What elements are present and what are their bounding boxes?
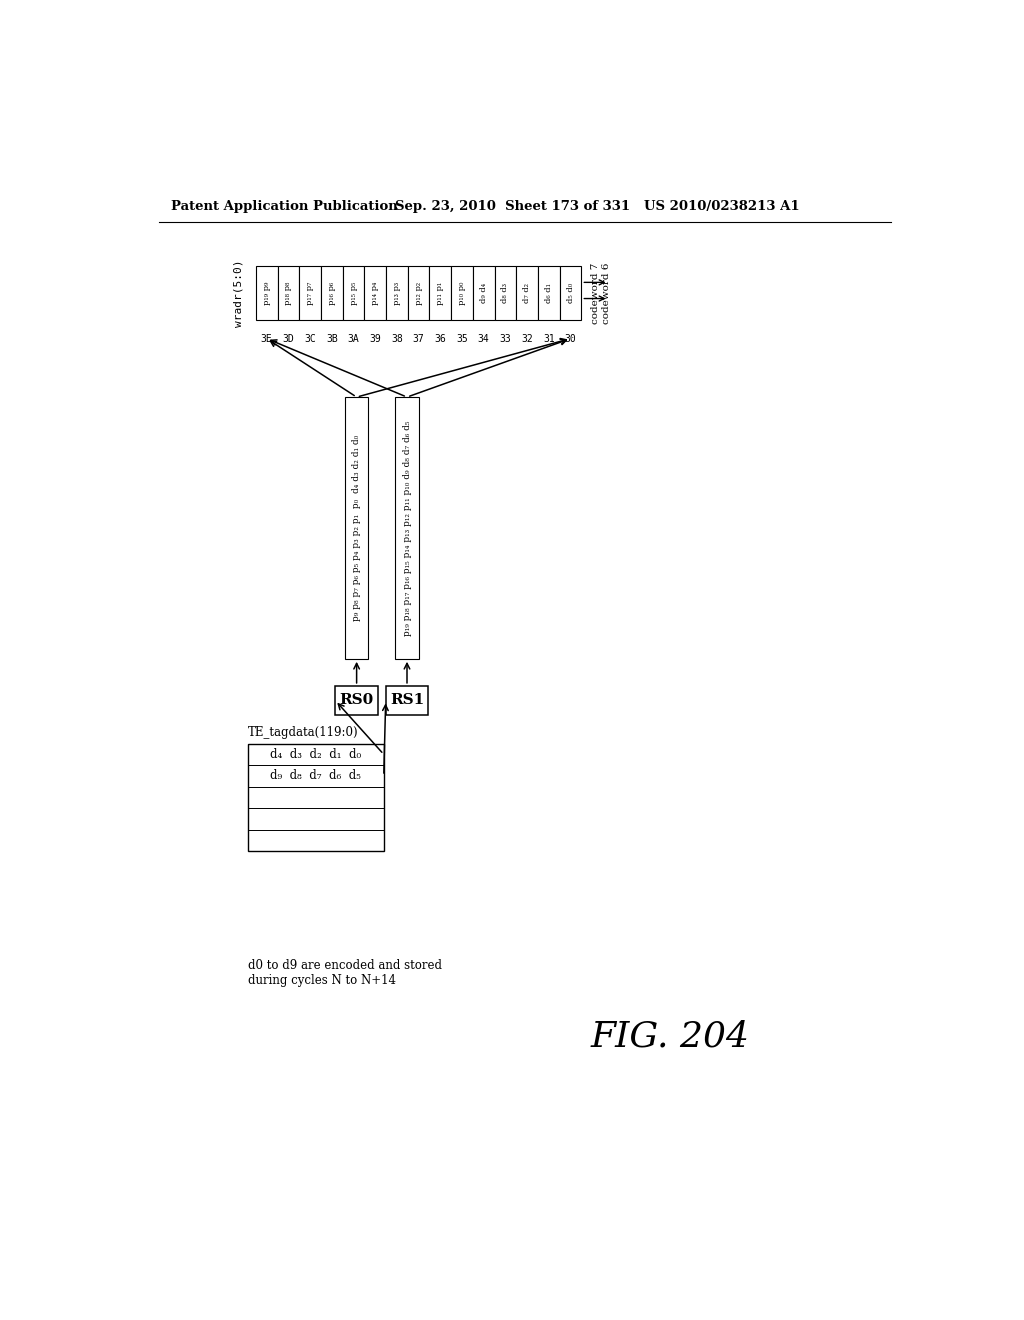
- Text: RS0: RS0: [340, 693, 374, 708]
- Text: 33: 33: [500, 334, 511, 345]
- Text: 31: 31: [543, 334, 555, 345]
- Text: 36: 36: [434, 334, 446, 345]
- Text: 34: 34: [478, 334, 489, 345]
- Text: d₉ d₄: d₉ d₄: [479, 282, 487, 304]
- Text: p₁₆ p₆: p₁₆ p₆: [328, 281, 336, 305]
- Text: p₁₂ p₂: p₁₂ p₂: [415, 281, 423, 305]
- Text: 3D: 3D: [283, 334, 294, 345]
- Text: 3B: 3B: [326, 334, 338, 345]
- Bar: [345, 397, 369, 659]
- Bar: [248, 743, 384, 851]
- Bar: [473, 267, 495, 321]
- Text: codeword 6: codeword 6: [601, 263, 610, 323]
- Text: 3E: 3E: [261, 334, 272, 345]
- Text: 35: 35: [456, 334, 468, 345]
- Bar: [408, 267, 429, 321]
- Bar: [386, 267, 408, 321]
- Text: p₁₅ p₅: p₁₅ p₅: [349, 281, 357, 305]
- Bar: [516, 267, 538, 321]
- Bar: [343, 267, 365, 321]
- Text: p₁₄ p₄: p₁₄ p₄: [372, 281, 379, 305]
- Bar: [256, 267, 278, 321]
- Bar: [395, 397, 419, 659]
- Text: 30: 30: [564, 334, 577, 345]
- Text: p₁₀ p₀: p₁₀ p₀: [458, 281, 466, 305]
- Text: 3C: 3C: [304, 334, 316, 345]
- Text: RS1: RS1: [390, 693, 424, 708]
- Bar: [365, 267, 386, 321]
- Text: d₄  d₃  d₂  d₁  d₀: d₄ d₃ d₂ d₁ d₀: [270, 748, 361, 760]
- Text: p₁₉ p₉: p₁₉ p₉: [263, 281, 270, 305]
- Bar: [335, 686, 378, 715]
- Text: p₁₇ p₇: p₁₇ p₇: [306, 281, 314, 305]
- Text: 32: 32: [521, 334, 534, 345]
- Text: wradr(5:0): wradr(5:0): [233, 260, 244, 327]
- Text: 39: 39: [370, 334, 381, 345]
- Bar: [299, 267, 321, 321]
- Bar: [429, 267, 452, 321]
- Text: codeword 7: codeword 7: [591, 263, 600, 323]
- Text: d₆ d₁: d₆ d₁: [545, 284, 553, 304]
- Text: p₁₈ p₈: p₁₈ p₈: [285, 281, 293, 305]
- Text: Sep. 23, 2010  Sheet 173 of 331   US 2010/0238213 A1: Sep. 23, 2010 Sheet 173 of 331 US 2010/0…: [395, 199, 800, 213]
- Text: p₁₁ p₁: p₁₁ p₁: [436, 281, 444, 305]
- Text: 37: 37: [413, 334, 425, 345]
- Text: Patent Application Publication: Patent Application Publication: [171, 199, 397, 213]
- Text: TE_tagdata(119:0): TE_tagdata(119:0): [248, 726, 358, 739]
- Bar: [560, 267, 582, 321]
- Text: d₇ d₂: d₇ d₂: [523, 284, 531, 304]
- Text: d₈ d₃: d₈ d₃: [502, 284, 509, 304]
- Bar: [452, 267, 473, 321]
- Text: p₁₃ p₃: p₁₃ p₃: [393, 281, 401, 305]
- Bar: [386, 686, 428, 715]
- Text: 3A: 3A: [348, 334, 359, 345]
- Text: p₉ p₈ p₇ p₆ p₅ p₄ p₃ p₂ p₁  p₀  d₄ d₃ d₂ d₁ d₀: p₉ p₈ p₇ p₆ p₅ p₄ p₃ p₂ p₁ p₀ d₄ d₃ d₂ d…: [352, 434, 361, 622]
- Text: 38: 38: [391, 334, 402, 345]
- Text: d₅ d₀: d₅ d₀: [566, 282, 574, 304]
- Text: d0 to d9 are encoded and stored
during cycles N to N+14: d0 to d9 are encoded and stored during c…: [248, 960, 442, 987]
- Text: p₁₉ p₁₈ p₁₇ p₁₆ p₁₅ p₁₄ p₁₃ p₁₂ p₁₁ p₁₀ d₉ d₈ d₇ d₆ d₅: p₁₉ p₁₈ p₁₇ p₁₆ p₁₅ p₁₄ p₁₃ p₁₂ p₁₁ p₁₀ …: [402, 420, 412, 636]
- Text: d₉  d₈  d₇  d₆  d₅: d₉ d₈ d₇ d₆ d₅: [270, 770, 361, 783]
- Bar: [538, 267, 560, 321]
- Bar: [495, 267, 516, 321]
- Bar: [321, 267, 343, 321]
- Bar: [278, 267, 299, 321]
- Text: FIG. 204: FIG. 204: [591, 1019, 750, 1053]
